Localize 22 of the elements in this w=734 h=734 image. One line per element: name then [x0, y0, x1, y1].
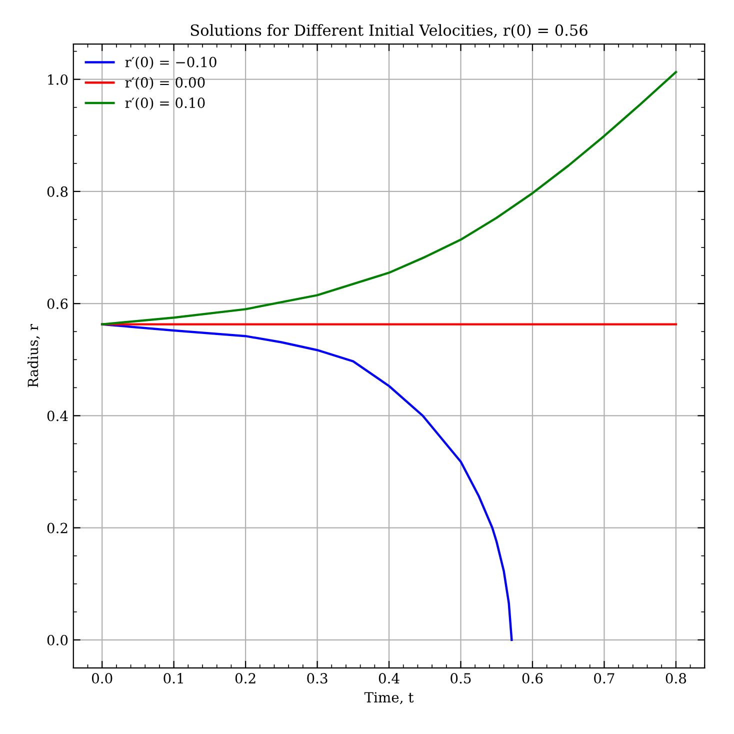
y-tick-label: 0.8 [47, 186, 68, 197]
legend-label: r′(0) = 0.10 [125, 97, 205, 110]
x-tick-label: 0.7 [594, 673, 614, 684]
x-tick-label: 0.8 [666, 673, 686, 684]
y-tick-label: 0.2 [47, 522, 68, 534]
x-tick-label: 0.0 [92, 673, 112, 684]
x-tick-label: 0.6 [522, 673, 543, 684]
line-series [100, 70, 678, 326]
y-tick-label: 0.4 [47, 410, 68, 422]
x-tick-label: 0.4 [378, 673, 400, 684]
y-tick-label: 0.6 [47, 298, 68, 310]
legend-label: r′(0) = −0.10 [125, 56, 216, 70]
y-axis-title: Radius, r [27, 324, 40, 388]
y-tick-label: 1.0 [48, 74, 68, 85]
y-tick-label: 0.0 [47, 634, 68, 646]
x-tick-label: 0.5 [450, 673, 471, 684]
x-axis-title: Time, t [364, 692, 414, 704]
x-tick-label: 0.2 [235, 673, 256, 684]
x-tick-label: 0.1 [164, 673, 183, 684]
chart-title: Solutions for Different Initial Velocities, r(0) = 0.56 [190, 24, 588, 38]
x-tick-label: 0.3 [307, 673, 328, 684]
legend-label: r′(0) = 0.00 [125, 76, 205, 90]
